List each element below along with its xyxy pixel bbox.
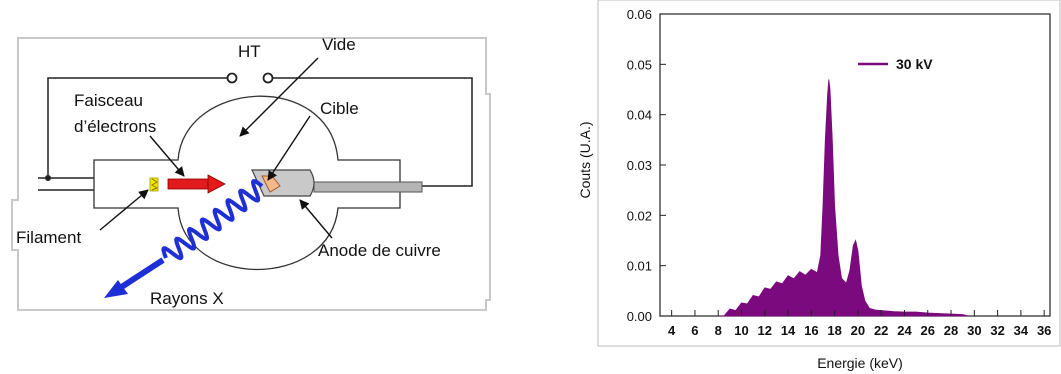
series-area-0: [718, 79, 969, 317]
label-faisceau-2: d’électrons: [74, 117, 156, 136]
label-rayons: Rayons X: [150, 289, 224, 308]
x-tick-label: 10: [734, 323, 748, 338]
plot-area: [659, 13, 1051, 317]
label-filament: Filament: [16, 228, 81, 247]
y-tick-label: 0.01: [627, 259, 652, 274]
filament-pointer: [99, 189, 149, 231]
label-vide: Vide: [322, 35, 356, 54]
x-tick-label: 34: [1014, 323, 1029, 338]
terminal-right: [262, 72, 274, 84]
x-tick-label: 22: [874, 323, 888, 338]
legend: 30 kV: [858, 56, 933, 72]
cible-pointer: [267, 115, 311, 181]
x-axis-title: Energie (keV): [817, 355, 903, 371]
y-axis-ticks: 0.00 0.01 0.02 0.03 0.04 0.05 0.06: [627, 7, 666, 324]
xray-tube-diagram: HT Vide Faisceau d’électrons Cible Filam…: [11, 35, 491, 311]
tube-envelope: [93, 95, 401, 271]
x-tick-label: 20: [851, 323, 865, 338]
y-tick-label: 0.04: [627, 108, 652, 123]
vide-pointer: [239, 57, 319, 137]
legend-label: 30 kV: [896, 56, 933, 72]
xray-wave: [161, 179, 264, 261]
x-tick-label: 12: [758, 323, 772, 338]
x-tick-label: 6: [691, 323, 698, 338]
x-tick-label: 32: [990, 323, 1004, 338]
x-tick-label: 24: [897, 323, 912, 338]
x-tick-label: 26: [921, 323, 935, 338]
label-anode: Anode de cuivre: [318, 241, 441, 260]
label-faisceau-1: Faisceau: [74, 91, 143, 110]
xray-arrow: [104, 257, 165, 298]
y-tick-label: 0.05: [627, 57, 652, 72]
junction-dot: [45, 175, 51, 181]
anode-pointer: [299, 199, 333, 239]
x-tick-label: 36: [1037, 323, 1051, 338]
y-tick-label: 0.00: [627, 309, 652, 324]
label-cible: Cible: [320, 99, 359, 118]
y-tick-label: 0.06: [627, 7, 652, 22]
x-tick-label: 16: [804, 323, 818, 338]
label-ht: HT: [238, 42, 261, 61]
x-tick-label: 18: [827, 323, 841, 338]
faisceau-pointer: [149, 135, 185, 177]
chart-frame: [597, 0, 1061, 347]
y-tick-label: 0.02: [627, 208, 652, 223]
x-tick-label: 28: [944, 323, 958, 338]
x-tick-label: 8: [715, 323, 722, 338]
spectrum-chart: 0.00 0.01 0.02 0.03 0.04 0.05 0.06 4 6 8 10 12 14 16…: [577, 0, 1061, 371]
y-axis-title: Couts (U.A.): [577, 121, 593, 198]
outer-frame: [11, 37, 491, 311]
x-tick-label: 4: [668, 323, 676, 338]
x-tick-label: 30: [967, 323, 981, 338]
electron-beam-arrow: [167, 174, 226, 194]
y-tick-label: 0.03: [627, 158, 652, 173]
x-tick-label: 14: [781, 323, 796, 338]
terminal-left: [226, 72, 238, 84]
filament-zigzag: [151, 178, 159, 191]
x-axis-ticks: 4 6 8 10 12 14 16 18 20 22 24 26 28 30 32 34 36: [668, 310, 1051, 338]
filament-coil: [149, 177, 159, 192]
